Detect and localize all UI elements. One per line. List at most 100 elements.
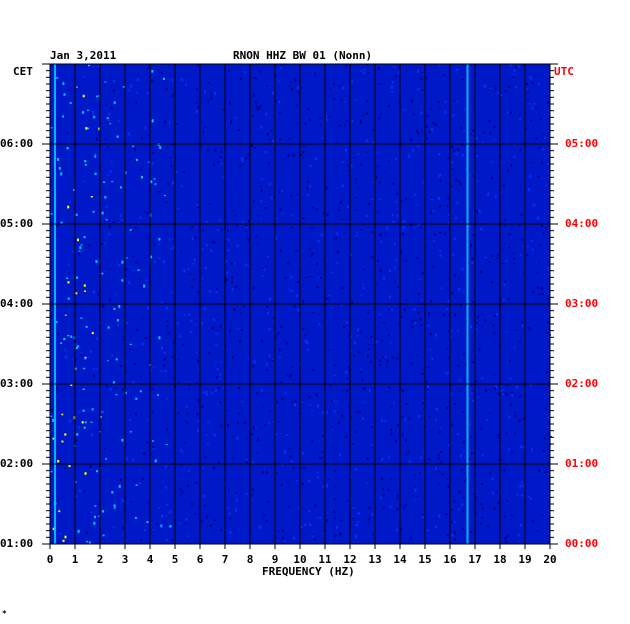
spectral-streak xyxy=(136,78,139,81)
spectral-streak xyxy=(136,328,139,332)
spectral-streak xyxy=(421,72,424,74)
spectral-streak xyxy=(485,419,488,421)
spectral-streak xyxy=(297,86,300,90)
spectral-streak xyxy=(341,389,344,392)
spectral-streak xyxy=(97,119,100,121)
spectral-streak xyxy=(515,329,518,331)
spectral-streak xyxy=(285,434,288,436)
spectral-streak xyxy=(126,268,129,270)
spectral-streak xyxy=(295,294,298,298)
spectral-streak xyxy=(435,525,438,528)
spectral-streak xyxy=(356,231,359,233)
spectral-streak xyxy=(496,313,498,316)
spectral-streak xyxy=(317,239,320,243)
spectral-streak xyxy=(103,447,106,449)
spectral-streak xyxy=(395,357,398,360)
spectral-streak xyxy=(172,181,175,185)
x-tick-label: 13 xyxy=(368,553,382,566)
spectral-streak xyxy=(416,495,419,498)
spectral-streak xyxy=(112,79,115,83)
spectral-streak xyxy=(355,235,358,238)
spectral-streak xyxy=(76,86,78,88)
spectral-streak xyxy=(306,180,309,184)
spectral-streak xyxy=(211,326,214,330)
spectral-streak xyxy=(383,170,386,172)
spectral-streak xyxy=(328,294,331,296)
spectral-streak xyxy=(154,260,156,263)
spectral-streak xyxy=(304,334,307,337)
spectral-streak xyxy=(150,79,153,82)
spectral-streak xyxy=(455,101,458,103)
spectral-streak xyxy=(511,394,514,397)
spectral-streak xyxy=(177,358,180,361)
spectral-streak xyxy=(403,507,406,509)
spectral-streak xyxy=(265,470,268,474)
spectral-streak xyxy=(151,445,154,448)
spectral-streak xyxy=(478,209,481,213)
spectral-streak xyxy=(321,137,324,139)
spectral-streak xyxy=(55,391,58,393)
spectral-streak xyxy=(345,371,347,374)
spectral-streak xyxy=(336,411,339,414)
spectral-streak xyxy=(514,411,517,413)
spectral-streak xyxy=(260,218,262,220)
spectral-streak xyxy=(241,157,244,160)
spectral-streak xyxy=(179,449,182,451)
spectral-streak xyxy=(447,222,450,225)
spectral-streak xyxy=(105,219,108,221)
spectral-streak xyxy=(107,360,110,362)
spectral-streak xyxy=(346,376,349,380)
spectral-streak xyxy=(398,322,401,325)
spectral-streak xyxy=(103,242,106,245)
spectral-streak xyxy=(355,238,358,240)
spectral-streak xyxy=(327,478,330,480)
spectral-streak xyxy=(351,301,354,305)
spectral-streak xyxy=(228,512,231,515)
spectral-streak xyxy=(306,186,309,190)
spectral-streak xyxy=(535,107,538,109)
spectral-streak xyxy=(538,147,541,149)
spectral-streak xyxy=(411,326,414,329)
spectral-streak xyxy=(476,210,478,214)
spectral-streak xyxy=(435,418,437,421)
spectral-streak xyxy=(150,255,153,259)
spectral-streak xyxy=(481,377,484,379)
spectral-streak xyxy=(472,493,475,495)
spectral-streak xyxy=(101,242,104,246)
spectral-streak xyxy=(158,190,161,193)
spectral-streak xyxy=(241,221,244,223)
spectral-streak xyxy=(484,85,487,87)
spectral-streak xyxy=(391,214,394,217)
spectral-streak xyxy=(547,321,550,324)
spectral-streak xyxy=(255,235,258,238)
spectral-streak xyxy=(352,507,355,509)
spectral-streak xyxy=(183,314,186,317)
spectral-streak xyxy=(108,112,111,115)
spectral-streak xyxy=(101,272,104,275)
spectral-streak xyxy=(210,93,213,96)
spectral-streak xyxy=(359,410,362,414)
spectral-streak xyxy=(50,471,53,473)
spectral-streak xyxy=(214,92,217,95)
spectral-streak xyxy=(418,293,420,296)
left-tick-label: 01:00 xyxy=(0,537,34,550)
spectral-streak xyxy=(450,509,453,511)
spectral-streak xyxy=(372,344,375,346)
spectral-streak xyxy=(379,233,382,237)
x-tick-label: 9 xyxy=(271,553,279,566)
spectral-streak xyxy=(382,494,385,497)
spectral-streak xyxy=(421,271,424,275)
spectral-streak xyxy=(438,153,441,156)
spectral-streak xyxy=(288,85,291,88)
spectral-streak xyxy=(77,529,80,533)
spectral-streak xyxy=(395,528,398,532)
spectral-streak xyxy=(348,170,351,172)
spectral-streak xyxy=(122,338,125,341)
spectral-streak xyxy=(438,65,441,67)
spectral-streak xyxy=(197,206,200,209)
spectral-streak xyxy=(496,91,499,95)
spectral-streak xyxy=(245,438,248,440)
spectral-streak xyxy=(426,529,429,531)
spectral-streak xyxy=(158,257,161,260)
spectral-streak xyxy=(343,124,346,126)
